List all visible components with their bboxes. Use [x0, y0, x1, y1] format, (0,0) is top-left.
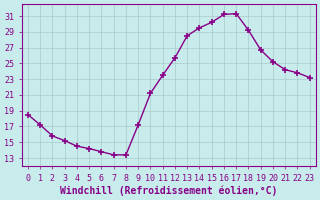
- X-axis label: Windchill (Refroidissement éolien,°C): Windchill (Refroidissement éolien,°C): [60, 185, 277, 196]
